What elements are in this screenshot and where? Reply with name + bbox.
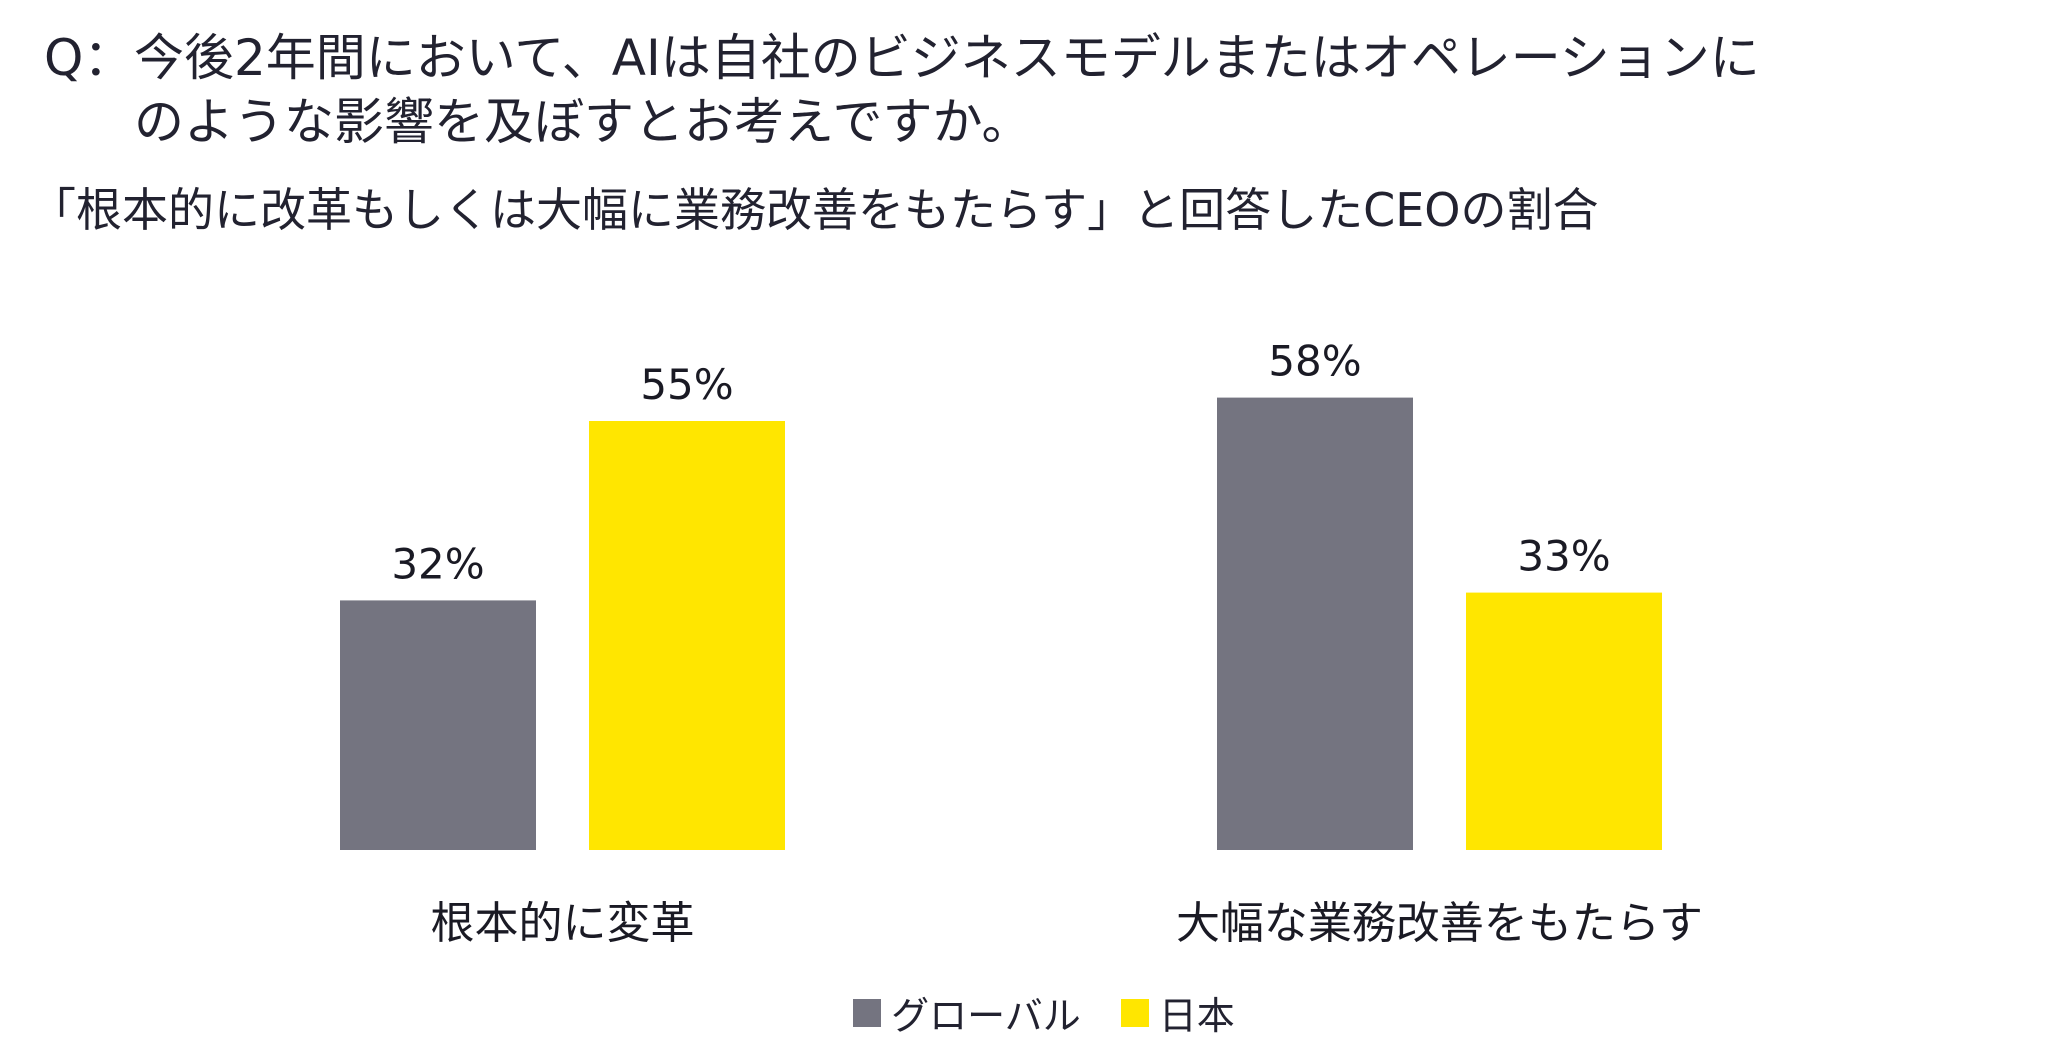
legend-item-global: グローバル — [853, 985, 1081, 1040]
legend-swatch-japan — [1120, 998, 1149, 1027]
question-prefix: Q： — [44, 29, 134, 87]
data-label-global-2: 58% — [1268, 337, 1361, 386]
question-line-1: Q： 今後2年間において、AIは自社のビジネスモデルまたはオペレーションに — [44, 26, 2004, 90]
bar-global-1 — [340, 600, 536, 850]
bar-japan-2 — [1466, 592, 1662, 850]
data-label-japan-1: 55% — [640, 360, 733, 409]
legend-label-japan: 日本 — [1158, 994, 1235, 1038]
bar-chart: 32% 55% 根本的に変革 58% 33% 大幅な業務改善をもたらす — [340, 337, 1703, 949]
chart-subtitle: 「根本的に改革もしくは大幅に業務改善をもたらす」と回答したCEOの割合 — [30, 183, 1599, 237]
question-text-1: 今後2年間において、AIは自社のビジネスモデルまたはオペレーションに — [134, 29, 1760, 87]
legend-item-japan: 日本 — [1120, 985, 1235, 1040]
legend-swatch-global — [853, 998, 882, 1027]
question: Q： 今後2年間において、AIは自社のビジネスモデルまたはオペレーションに のよ… — [44, 26, 2004, 154]
data-label-global-1: 32% — [391, 539, 484, 588]
bar-japan-1 — [589, 421, 785, 850]
legend: グローバル 日本 — [0, 985, 2048, 1040]
category-label-1: 根本的に変革 — [431, 898, 695, 949]
question-text-2: のような影響を及ぼすとお考えですか。 — [134, 93, 1032, 151]
data-label-japan-2: 33% — [1517, 532, 1610, 581]
legend-label-global: グローバル — [891, 994, 1081, 1038]
category-label-2: 大幅な業務改善をもたらす — [1176, 898, 1703, 949]
bar-global-2 — [1217, 397, 1413, 850]
